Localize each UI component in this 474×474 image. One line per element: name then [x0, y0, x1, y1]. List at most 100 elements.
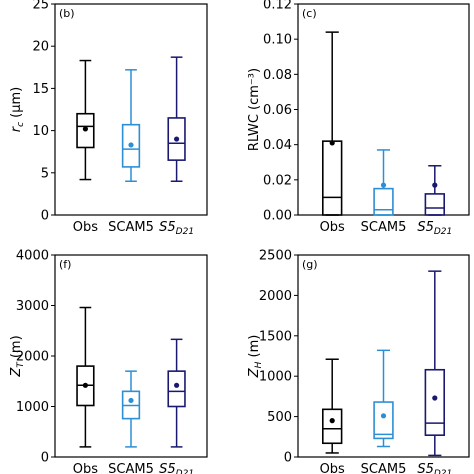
y-tick-label: 3000 [16, 299, 49, 314]
mean-point [174, 382, 180, 388]
x-tick-label: Obs [320, 462, 345, 474]
box-s5 [167, 338, 186, 448]
x-tick-label-main: SCAM5 [361, 220, 407, 235]
y-tick-label: 0.10 [263, 33, 292, 48]
mean-point [329, 418, 335, 424]
y-axis-title-main: RLWC [247, 114, 262, 151]
x-tick-label-main: SCAM5 [361, 462, 407, 474]
mean-point [329, 140, 335, 146]
y-axis-title-unit: (μm) [9, 87, 24, 122]
x-tick-label: SCAM5 [361, 220, 407, 235]
x-tick-label-main: Obs [320, 220, 345, 235]
x-tick-label: S5D21 [417, 220, 452, 237]
x-tick-label: Obs [73, 462, 98, 474]
iqr-box [321, 408, 343, 445]
iqr-box [424, 368, 446, 436]
x-tick-label: S5D21 [159, 462, 194, 474]
x-tick-label-main: Obs [73, 220, 98, 235]
y-tick-label: 0 [41, 209, 49, 224]
panel-4: 0 500 1000 1500 2000 2500 (g) ZH (m) Obs SCAM5 S5D… [247, 249, 470, 474]
y-axis-title-main: Z [9, 367, 24, 378]
y-tick-label: 0.08 [263, 68, 292, 83]
y-tick-label: 1000 [259, 370, 292, 385]
y-tick-label: 500 [267, 410, 292, 425]
x-tick-label-main: S5 [159, 462, 176, 474]
y-tick-label: 15 [32, 82, 49, 97]
y-tick-label: 4000 [16, 249, 49, 264]
mean-point [432, 395, 438, 401]
mean-point [174, 136, 180, 142]
y-tick-label: 25 [32, 0, 49, 13]
x-tick-label: SCAM5 [361, 462, 407, 474]
x-tick-label-main: S5 [159, 220, 176, 235]
mean-point [380, 182, 387, 188]
mean-point [82, 382, 88, 388]
x-tick-label: Obs [320, 220, 345, 235]
box-obs [321, 358, 343, 454]
box-scam5 [121, 370, 141, 448]
panel-label: (c) [302, 7, 317, 20]
mean-point [128, 142, 134, 148]
y-tick-label: 1000 [16, 400, 49, 415]
y-tick-label: 5 [41, 166, 49, 181]
y-axis-title-main: Z [247, 367, 262, 378]
y-axis-title: ZH (m) [247, 335, 264, 379]
x-tick-label: S5D21 [159, 220, 194, 237]
panel-3: 0 1000 2000 3000 4000 (f) ZT (m) Obs SCAM5 S5D21 [9, 249, 208, 474]
x-tick-label-main: S5 [417, 462, 434, 474]
y-tick-label: 10 [32, 124, 49, 139]
axes-frame [297, 254, 470, 458]
y-axis-title-unit: (cm⁻³) [247, 68, 262, 114]
y-tick-label: 0.12 [263, 0, 292, 13]
y-axis-title: ZT (m) [9, 335, 26, 377]
y-axis-title-unit: (m) [9, 335, 24, 362]
iqr-box [121, 123, 141, 168]
box-obs [76, 306, 95, 448]
y-tick-label: 2000 [16, 350, 49, 365]
box-s5 [424, 270, 446, 457]
iqr-box [167, 117, 186, 161]
y-axis-title-unit: (m) [247, 335, 262, 362]
y-tick-label: 0.04 [263, 138, 292, 153]
iqr-box [167, 370, 186, 408]
y-tick-label: 0.02 [263, 173, 292, 188]
x-tick-label-main: SCAM5 [108, 462, 154, 474]
y-tick-label: 2000 [259, 289, 292, 304]
x-tick-label-main: Obs [320, 462, 345, 474]
x-tick-label-sub: D21 [176, 469, 194, 474]
y-tick-label: 0.06 [263, 103, 292, 118]
x-tick-label: SCAM5 [108, 220, 154, 235]
x-tick-label: Obs [73, 220, 98, 235]
box-scam5 [373, 349, 394, 448]
y-axis-title-main: r [9, 125, 24, 132]
panel-label: (f) [59, 258, 71, 271]
y-axis-title-sub: T [16, 361, 26, 368]
box-scam5 [121, 69, 141, 182]
x-tick-label-sub: D21 [434, 227, 452, 237]
box-scam5 [373, 149, 394, 216]
iqr-box [76, 112, 95, 149]
mean-point [82, 126, 88, 132]
y-tick-label: 0 [41, 451, 49, 466]
iqr-box [373, 187, 394, 216]
panel-label: (g) [302, 258, 318, 271]
y-axis-title-sub: c [16, 122, 26, 127]
x-tick-label-main: Obs [73, 462, 98, 474]
y-tick-label: 2500 [259, 249, 292, 264]
x-tick-label-main: S5 [417, 220, 434, 235]
y-tick-label: 0.00 [263, 209, 292, 224]
x-tick-label-sub: D21 [176, 227, 194, 237]
panel-label: (b) [59, 7, 75, 20]
mean-point [128, 397, 134, 404]
y-axis-title-sub: H [254, 361, 264, 368]
mean-point [432, 182, 438, 188]
x-tick-label: S5D21 [417, 462, 452, 474]
y-tick-label: 20 [32, 40, 49, 55]
box-obs [321, 31, 343, 216]
y-tick-label: 1500 [259, 329, 292, 344]
x-tick-label: SCAM5 [108, 462, 154, 474]
iqr-box [373, 401, 394, 440]
box-s5 [167, 56, 186, 182]
box-obs [76, 59, 95, 181]
